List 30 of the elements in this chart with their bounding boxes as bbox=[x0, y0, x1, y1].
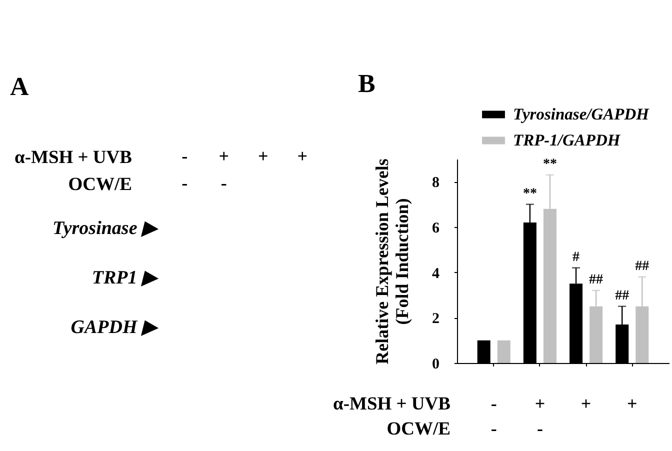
category-label: + bbox=[297, 146, 308, 166]
category-label: + bbox=[258, 146, 268, 166]
text: TRP1 ▶ bbox=[92, 268, 159, 288]
x-tick-label: + - bbox=[534, 394, 546, 438]
text: α-MSH + UVB OCW/E bbox=[14, 148, 132, 195]
x-tick-label: + bbox=[627, 394, 638, 414]
y-tick-label: 8 bbox=[432, 175, 440, 192]
y-tick-label: 4 bbox=[432, 266, 440, 282]
data-label: ** bbox=[522, 186, 537, 202]
text: GAPDH ▶ bbox=[70, 317, 159, 338]
x-tick-label: + bbox=[580, 394, 592, 414]
y-axis-title: Relative Expression Levels (Fold Induction) bbox=[372, 158, 412, 364]
x-tick-label: - - bbox=[490, 394, 497, 438]
bar bbox=[497, 340, 510, 363]
text: Tyrosinase ▶ bbox=[52, 218, 159, 239]
y-tick-label: 0 bbox=[432, 356, 440, 372]
category-label: + - bbox=[218, 146, 230, 193]
category-label: - - bbox=[182, 146, 188, 193]
data-label: ## bbox=[635, 258, 650, 274]
data-label: ** bbox=[542, 156, 557, 172]
data-label: # bbox=[572, 250, 580, 265]
legend-label: Tyrosinase/GAPDH bbox=[513, 104, 650, 124]
data-label: ## bbox=[615, 288, 630, 304]
text: A bbox=[10, 72, 29, 101]
data-label: ## bbox=[589, 272, 604, 288]
legend-label: TRP-1/GAPDH bbox=[513, 130, 622, 150]
x-axis-title: α-MSH + UVB OCW/E bbox=[333, 394, 450, 440]
y-tick-label: 2 bbox=[432, 311, 440, 328]
chart-title: B bbox=[358, 68, 376, 98]
y-tick-label: 6 bbox=[432, 220, 440, 236]
